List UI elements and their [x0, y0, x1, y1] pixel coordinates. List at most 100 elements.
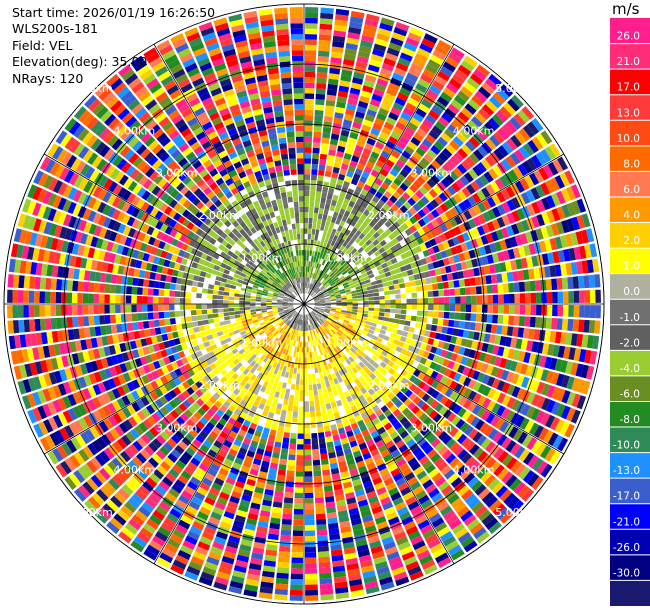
- gate-cell: [325, 299, 331, 302]
- gate-cell: [316, 378, 321, 384]
- gate-cell: [464, 278, 471, 287]
- gate-cell: [385, 482, 397, 492]
- gate-cell: [334, 324, 341, 330]
- gate-cell: [362, 29, 376, 38]
- gate-cell: [449, 296, 456, 304]
- gate-cell: [322, 231, 328, 238]
- gate-cell: [416, 285, 423, 292]
- gate-cell: [481, 255, 489, 266]
- gate-cell: [290, 573, 303, 580]
- gate-cell: [549, 265, 557, 278]
- gate-cell: [276, 430, 284, 438]
- gate-cell: [442, 342, 450, 351]
- gate-cell: [575, 231, 584, 245]
- gate-cell: [427, 262, 435, 270]
- gate-cell: [368, 273, 375, 279]
- gate-cell: [595, 289, 601, 303]
- gate-cell: [295, 324, 299, 331]
- gate-cell: [436, 181, 447, 192]
- gate-cell: [365, 239, 372, 246]
- gate-cell: [415, 490, 427, 500]
- gate-cell: [565, 407, 576, 422]
- gate-cell: [329, 379, 335, 387]
- gate-cell: [506, 326, 514, 337]
- gate-cell: [345, 243, 352, 250]
- gate-cell: [250, 304, 256, 307]
- gate-cell: [322, 474, 332, 482]
- gate-cell: [422, 249, 430, 258]
- gate-cell: [286, 338, 291, 345]
- gate-cell: [412, 447, 423, 457]
- gate-cell: [404, 372, 413, 380]
- gate-cell: [331, 473, 341, 480]
- gate-cell: [381, 472, 392, 482]
- gate-cell: [185, 316, 192, 323]
- gate-cell: [346, 326, 353, 331]
- gate-cell: [115, 314, 122, 324]
- gate-cell: [273, 330, 279, 336]
- gate-cell: [404, 320, 411, 327]
- gate-cell: [328, 290, 335, 295]
- gate-cell: [315, 288, 320, 294]
- gate-cell: [388, 556, 402, 566]
- gate-cell: [307, 266, 310, 272]
- gate-cell: [362, 236, 369, 243]
- gate-cell: [146, 544, 160, 556]
- gate-cell: [178, 494, 190, 505]
- gate-cell: [7, 305, 13, 319]
- gate-cell: [285, 332, 290, 338]
- gate-cell: [390, 304, 396, 309]
- gate-cell: [266, 358, 272, 365]
- gate-cell: [324, 308, 331, 311]
- gate-cell: [308, 324, 311, 331]
- gate-cell: [341, 374, 347, 381]
- gate-cell: [254, 430, 262, 438]
- gate-cell: [372, 344, 379, 351]
- gate-cell: [317, 338, 322, 345]
- gate-cell: [110, 324, 118, 334]
- gate-cell: [342, 180, 350, 188]
- gate-cell: [402, 434, 413, 444]
- gate-cell: [255, 299, 262, 302]
- gate-cell: [315, 410, 322, 417]
- gate-cell: [354, 145, 364, 153]
- gate-cell: [525, 364, 534, 377]
- gate-cell: [371, 284, 378, 290]
- gate-cell: [169, 311, 176, 318]
- gate-cell: [470, 416, 481, 428]
- gate-cell: [253, 356, 260, 363]
- gate-cell: [309, 324, 313, 331]
- gate-cell: [305, 568, 318, 574]
- gate-cell: [349, 160, 358, 168]
- gate-cell: [316, 282, 321, 288]
- gate-cell: [485, 441, 496, 453]
- gate-cell: [182, 451, 193, 461]
- gate-cell: [481, 304, 488, 313]
- gate-cell: [398, 403, 407, 412]
- gate-cell: [264, 344, 270, 351]
- gate-cell: [358, 266, 365, 272]
- gate-cell: [348, 507, 360, 516]
- gate-cell: [369, 540, 382, 549]
- gate-cell: [250, 502, 261, 510]
- gate-cell: [316, 82, 327, 90]
- gate-cell: [299, 346, 302, 353]
- gate-cell: [332, 327, 338, 333]
- gate-cell: [350, 314, 357, 318]
- gate-cell: [476, 129, 488, 141]
- gate-cell: [261, 460, 270, 468]
- gate-cell: [124, 501, 137, 514]
- gate-cell: [364, 74, 377, 83]
- gate-cell: [377, 426, 386, 435]
- gate-cell: [565, 186, 576, 201]
- gate-cell: [341, 186, 349, 193]
- gate-cell: [213, 581, 228, 591]
- gate-cell: [320, 7, 334, 14]
- gate-cell: [181, 436, 192, 447]
- gate-cell: [285, 481, 294, 488]
- gate-cell: [465, 287, 472, 295]
- gate-cell: [343, 210, 351, 218]
- gate-cell: [570, 184, 581, 199]
- gate-cell: [426, 178, 436, 188]
- gate-cell: [419, 186, 428, 196]
